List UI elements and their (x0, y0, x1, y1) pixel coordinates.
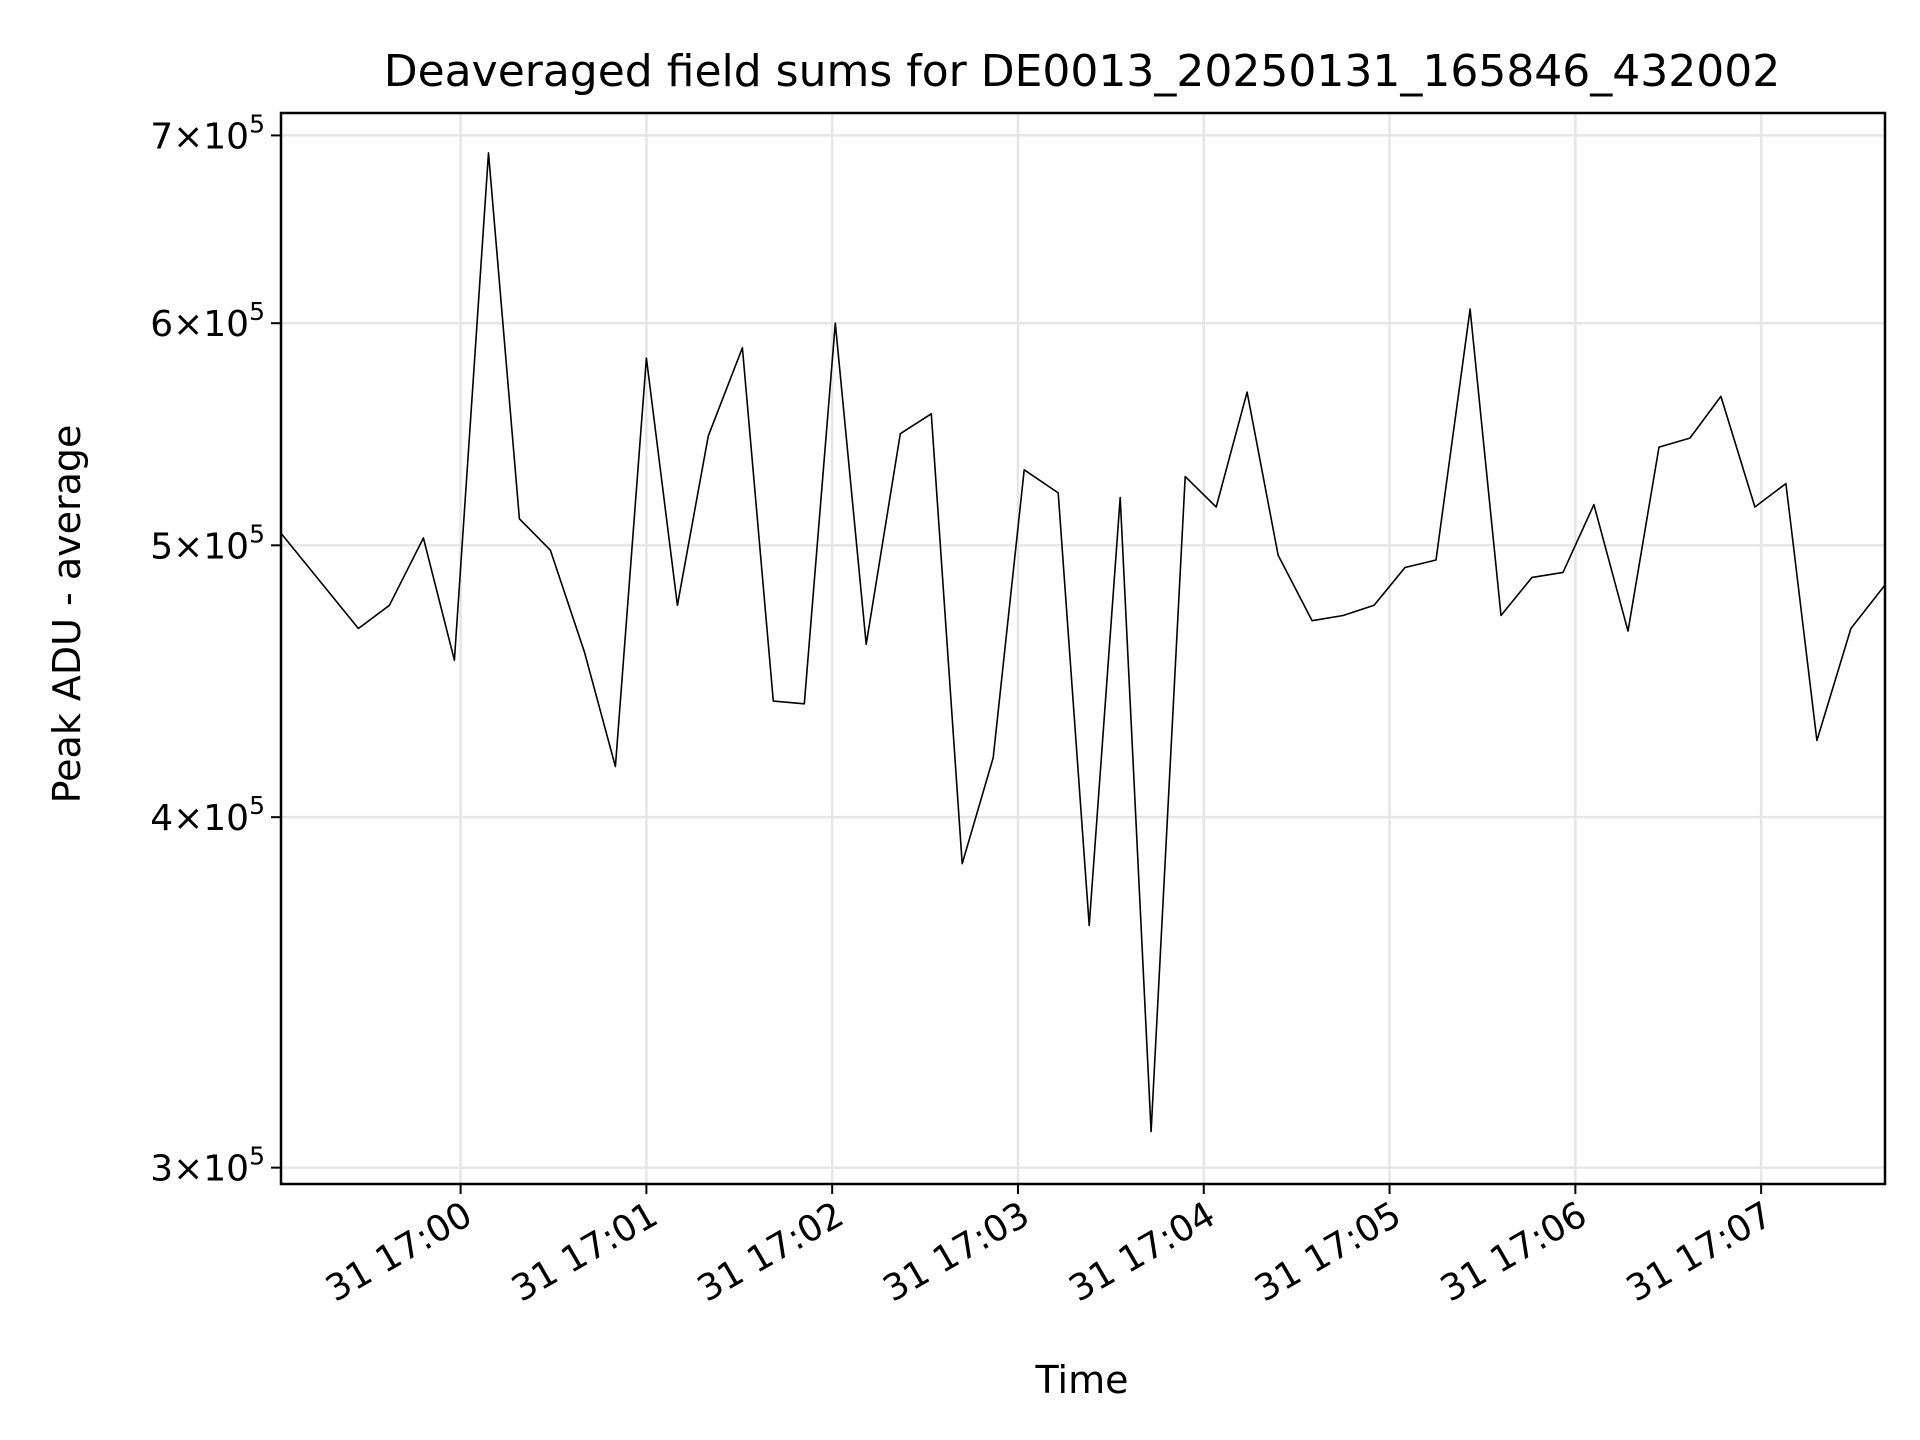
y-tick-label: 3×105 (150, 1142, 265, 1190)
series-layer (280, 152, 1886, 1133)
x-tick-label: 31 17:03 (877, 1194, 1037, 1310)
plot-frame (279, 111, 1887, 1186)
x-tick-label: 31 17:02 (691, 1194, 851, 1310)
series-line-0 (280, 152, 1886, 1133)
y-tick-label: 5×105 (150, 519, 265, 567)
x-tick-label: 31 17:07 (1620, 1194, 1780, 1310)
x-tick-label: 31 17:05 (1248, 1194, 1408, 1310)
x-tick-label: 31 17:04 (1062, 1194, 1222, 1310)
y-tick-label: 4×105 (150, 791, 265, 839)
x-axis-label: Time (1035, 1358, 1129, 1402)
grid (281, 113, 1885, 1184)
y-axis-label: Peak ADU - average (45, 425, 89, 804)
x-tick-label: 31 17:01 (505, 1194, 665, 1310)
x-axis: 31 17:00 31 17:01 31 17:02 31 17:03 31 17:04… (319, 1184, 1780, 1310)
y-tick-label: 6×105 (150, 297, 265, 345)
chart-title: Deaveraged field sums for DE0013_2025013… (384, 46, 1781, 97)
y-tick-label: 7×105 (150, 109, 265, 157)
x-tick-label: 31 17:06 (1434, 1194, 1594, 1310)
x-tick-label: 31 17:00 (319, 1194, 479, 1310)
y-axis: 3×105 4×105 5×105 6×105 7×105 (150, 109, 281, 1190)
